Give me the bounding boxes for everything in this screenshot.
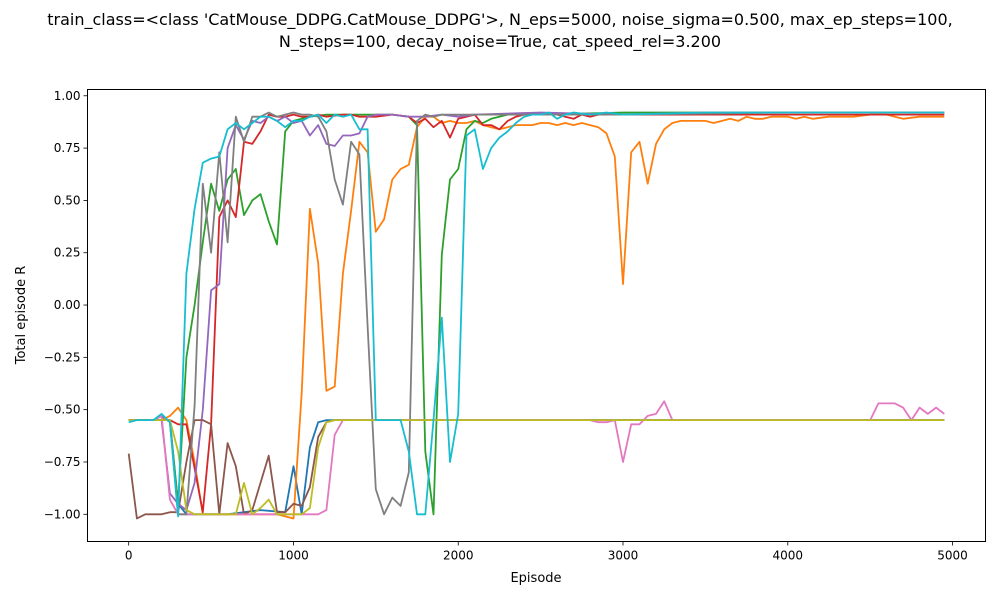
x-tick-label: 5000 xyxy=(937,549,968,563)
x-tick-label: 3000 xyxy=(608,549,639,563)
y-tick-label: −0.75 xyxy=(44,455,81,469)
y-tick-label: 0.25 xyxy=(54,246,81,260)
x-axis: 0 1000 2000 3000 4000 5000 xyxy=(125,541,968,563)
y-tick-label: 0.50 xyxy=(54,193,81,207)
series-line-3 xyxy=(128,111,945,516)
series-line-4 xyxy=(128,113,945,514)
y-axis-label: Total episode R xyxy=(14,266,29,366)
series-line-9 xyxy=(128,419,945,516)
y-tick-label: −0.25 xyxy=(44,350,81,364)
y-tick-label: −1.00 xyxy=(44,507,81,521)
y-tick-label: 0.75 xyxy=(54,141,81,155)
y-tick-label: 1.00 xyxy=(54,89,81,103)
x-tick-label: 4000 xyxy=(773,549,804,563)
x-axis-label: Episode xyxy=(510,571,561,586)
y-tick-label: −0.50 xyxy=(44,403,81,417)
chart-title-line-2: N_steps=100, decay_noise=True, cat_speed… xyxy=(278,32,722,51)
series-line-6 xyxy=(127,419,945,520)
series-line-5 xyxy=(128,111,945,512)
x-tick-label: 1000 xyxy=(278,549,309,563)
axes-frame xyxy=(87,89,986,542)
series-line-2 xyxy=(128,113,945,520)
series-layer xyxy=(127,111,945,520)
y-axis: −1.00 −0.75 −0.50 −0.25 0.00 0.25 0.50 0.75 1.00 xyxy=(44,89,88,521)
series-line-8 xyxy=(128,111,945,516)
y-tick-label: 0.00 xyxy=(54,298,81,312)
chart-title-line-1: train_class=<class 'CatMouse_DDPG.CatMou… xyxy=(47,10,953,29)
x-tick-label: 2000 xyxy=(443,549,474,563)
series-line-1 xyxy=(128,414,945,516)
series-line-10 xyxy=(128,111,945,518)
x-tick-label: 0 xyxy=(125,549,133,563)
series-line-7 xyxy=(128,400,945,516)
